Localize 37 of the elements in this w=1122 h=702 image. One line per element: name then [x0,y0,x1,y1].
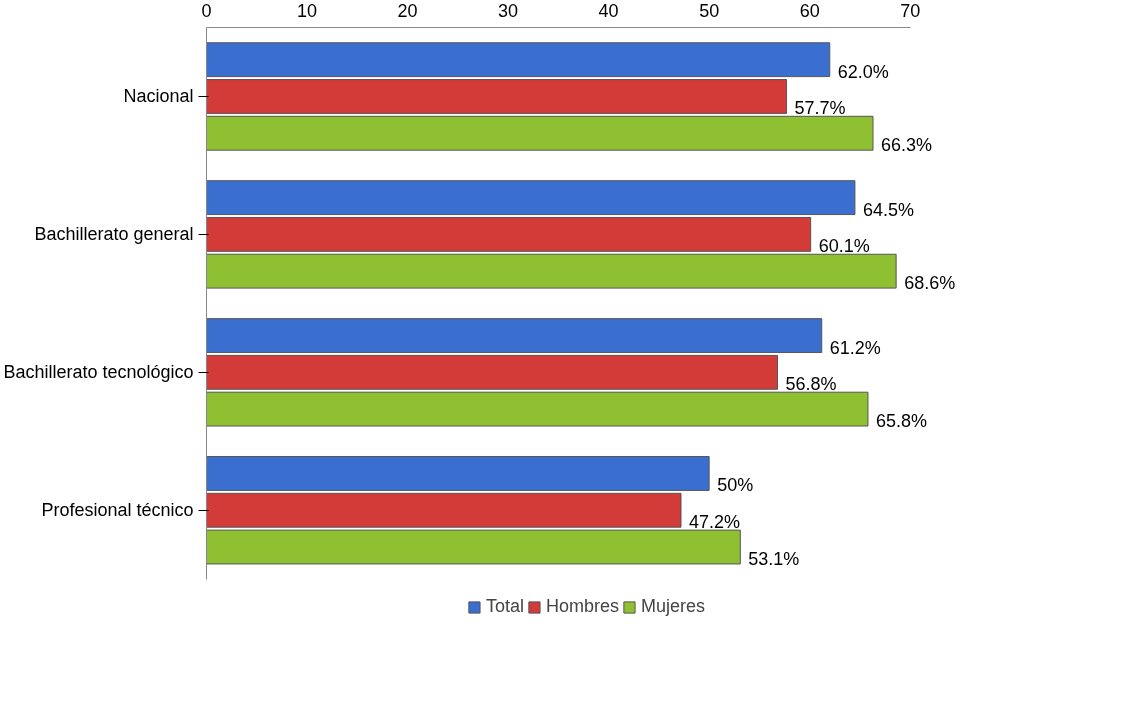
x-tick-label: 0 [201,0,212,21]
data-label: 64.5% [862,199,914,220]
data-label: 68.6% [904,273,956,294]
bar [206,391,869,427]
y-tick-label: Nacional [123,86,194,107]
bar [206,456,710,491]
y-tick-label: Bachillerato tecnológico [3,362,194,383]
data-label: 61.2% [829,337,881,358]
data-label: 65.8% [875,411,928,432]
bar [206,318,823,353]
bar [206,79,788,114]
x-tick-label: 60 [799,0,820,21]
data-label: 53.1% [748,549,800,570]
x-tick-label: 40 [598,0,619,21]
data-label: 66.3% [881,135,933,156]
legend-label: Hombres [545,596,620,617]
x-tick-label: 30 [498,0,519,21]
legend-label: Mujeres [641,596,706,617]
x-tick-label: 20 [397,0,418,21]
data-label: 57.7% [794,98,846,119]
legend-label: Total [485,596,524,617]
data-label: 62.0% [837,61,889,82]
data-label: 50% [717,475,754,496]
y-tick-label: Bachillerato general [34,224,194,245]
bar [206,42,831,78]
bar [206,180,856,216]
data-label: 60.1% [818,236,870,257]
bar [206,115,874,151]
x-tick-label: 50 [699,0,720,21]
data-label: 47.2% [689,512,741,533]
bar [206,253,897,289]
bar [206,354,779,390]
data-label: 56.8% [785,374,837,395]
x-tick-label: 70 [900,0,921,21]
y-tick-label: Profesional técnico [41,500,194,521]
bar [206,216,812,252]
x-tick-label: 10 [297,0,318,21]
